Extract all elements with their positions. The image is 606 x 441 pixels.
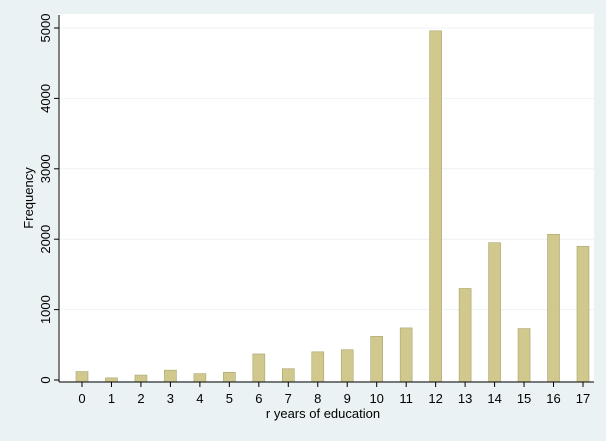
bar-9 <box>340 349 354 383</box>
bar-3 <box>164 369 177 383</box>
bar-13 <box>458 288 472 383</box>
x-axis-label: r years of education <box>266 406 380 421</box>
bar-17 <box>576 245 590 383</box>
x-tick-label: 7 <box>285 391 292 406</box>
bar-11 <box>399 327 413 383</box>
x-tick-label: 14 <box>487 391 501 406</box>
x-tick-label: 0 <box>78 391 85 406</box>
y-tick-label: 5000 <box>38 14 53 43</box>
y-tick-label: 1000 <box>38 295 53 324</box>
x-tick-label: 1 <box>108 391 115 406</box>
y-tick-label: 4000 <box>38 84 53 113</box>
x-tick-label: 16 <box>546 391 560 406</box>
bar-16 <box>547 233 560 383</box>
bar-15 <box>517 328 531 383</box>
x-tick-label: 13 <box>458 391 472 406</box>
plot-area <box>58 14 594 381</box>
y-tick-label: 2000 <box>38 225 53 254</box>
y-tick-label: 0 <box>38 376 53 383</box>
bar-14 <box>488 242 501 383</box>
bar-4 <box>193 373 207 383</box>
x-tick-label: 17 <box>576 391 590 406</box>
bar-10 <box>370 336 384 383</box>
bar-1 <box>105 377 118 383</box>
x-tick-label: 3 <box>167 391 174 406</box>
bar-7 <box>281 368 295 383</box>
x-tick-label: 2 <box>137 391 144 406</box>
bar-12 <box>429 30 442 383</box>
y-ticks: 0 1000 2000 3000 4000 5000 <box>38 14 59 384</box>
x-tick-label: 11 <box>399 391 413 406</box>
y-axis-label: Frequency <box>21 167 36 229</box>
x-tick-label: 8 <box>314 391 321 406</box>
x-tick-label: 6 <box>255 391 262 406</box>
x-tick-label: 10 <box>369 391 383 406</box>
x-tick-label: 5 <box>226 391 233 406</box>
y-tick-label: 3000 <box>38 154 53 183</box>
gridlines <box>60 27 594 311</box>
bar-0 <box>75 371 89 383</box>
bar-2 <box>134 374 148 383</box>
bar-6 <box>252 353 266 383</box>
x-tick-label: 9 <box>344 391 351 406</box>
x-ticks: 0 1 2 3 4 5 6 7 8 9 10 11 12 13 14 15 16 17 <box>78 382 590 406</box>
x-tick-label: 12 <box>428 391 442 406</box>
x-tick-label: 15 <box>517 391 531 406</box>
x-tick-label: 4 <box>196 391 203 406</box>
bar-8 <box>311 351 325 383</box>
bar-5 <box>223 371 236 383</box>
